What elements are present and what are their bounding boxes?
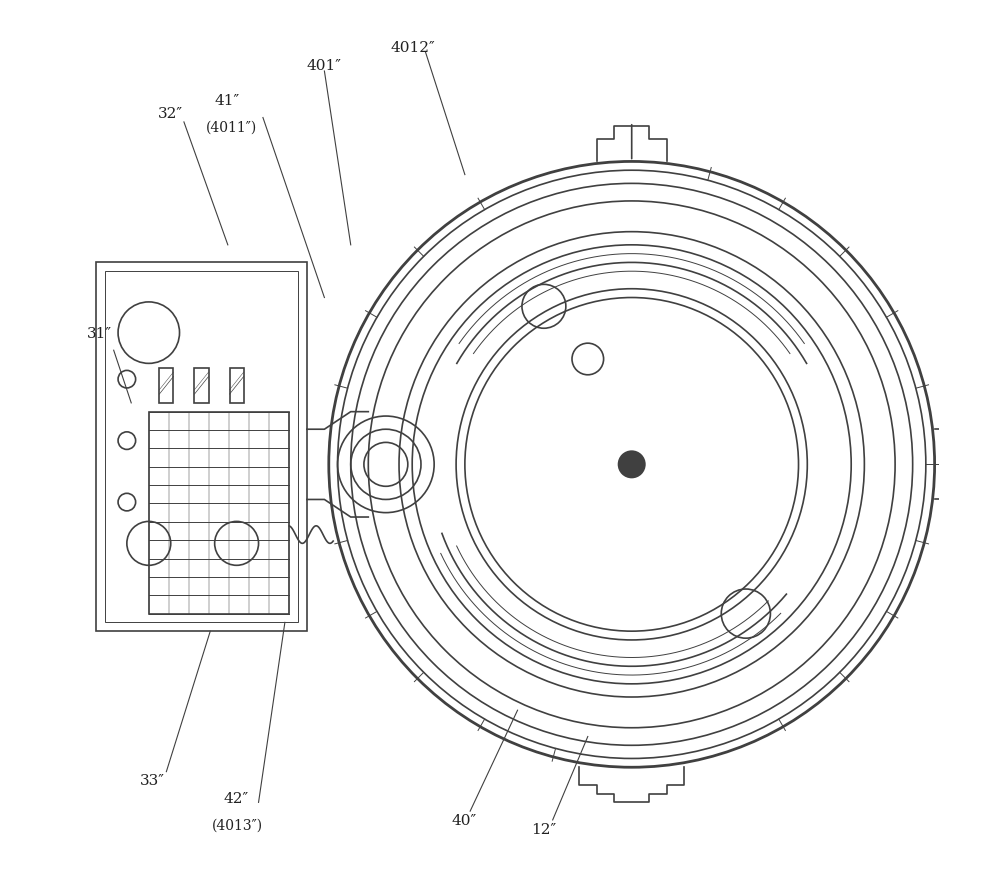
Text: 40″: 40″: [452, 813, 477, 827]
Bar: [105, 272, 298, 623]
Bar: [149, 412, 289, 614]
Circle shape: [619, 452, 645, 478]
Text: 31″: 31″: [87, 326, 112, 340]
Bar: [96, 263, 307, 631]
Text: (4013″): (4013″): [212, 817, 263, 831]
Bar: [159, 368, 173, 403]
Bar: [230, 368, 244, 403]
Text: 42″: 42″: [223, 791, 249, 805]
Text: 32″: 32″: [158, 107, 183, 121]
Text: (4011″): (4011″): [206, 120, 257, 134]
Text: 33″: 33″: [140, 774, 165, 788]
Bar: [194, 368, 209, 403]
Text: 4012″: 4012″: [390, 41, 435, 55]
Text: 12″: 12″: [531, 822, 556, 836]
Text: 41″: 41″: [215, 94, 240, 108]
Text: 401″: 401″: [307, 59, 342, 73]
